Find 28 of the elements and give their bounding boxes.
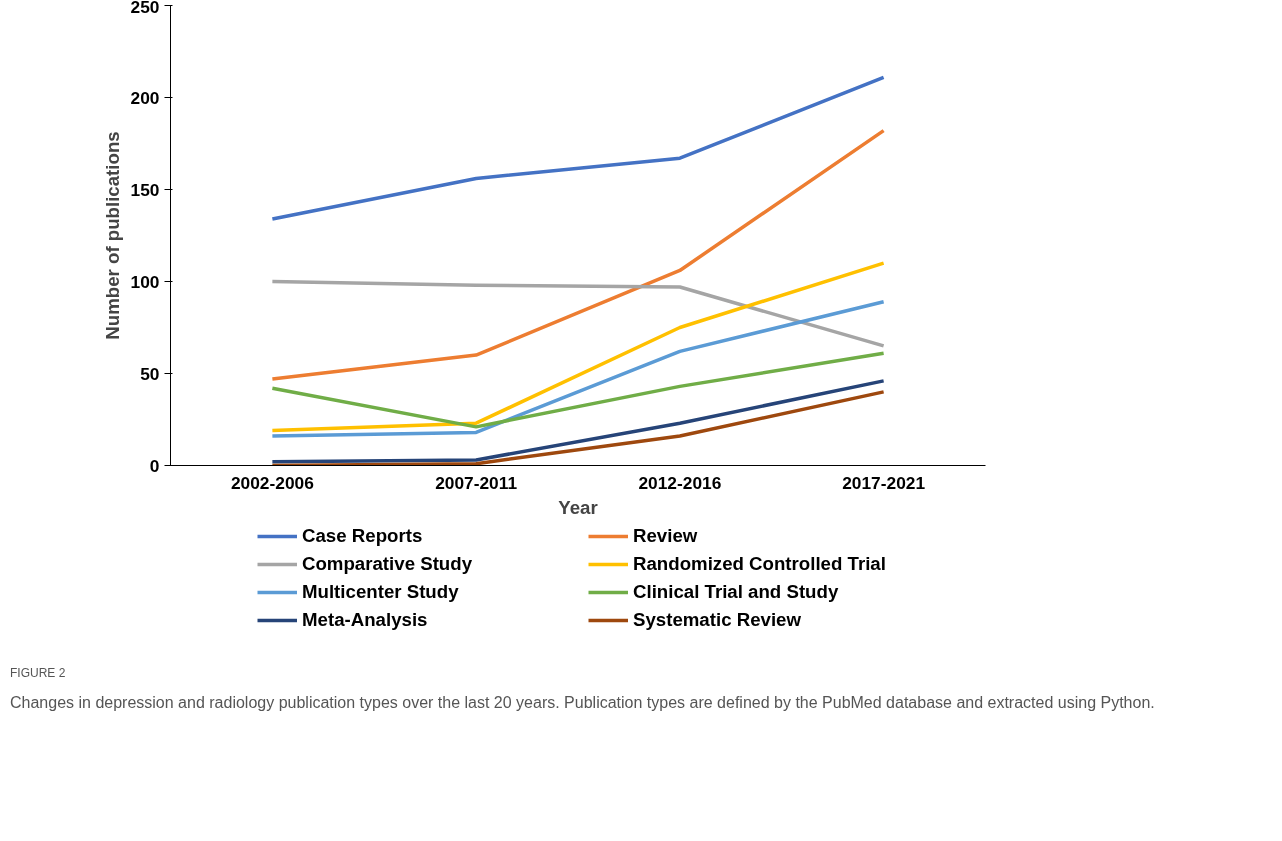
legend-label: Case Reports [302, 525, 424, 547]
y-tick-label: 150 [130, 179, 160, 200]
line-series [270, 279, 886, 348]
text: Changes in depression and radiology publication types over the last 20 years. Publication types are defined by the PubMed database and extracted using Python. [10, 693, 1155, 714]
caption: FIGURE 2 [10, 665, 66, 682]
legend-label: Multicenter Study [302, 581, 460, 603]
legend-label: Meta-Analysis [302, 609, 429, 631]
x-tick-label: 2002-2006 [230, 472, 315, 493]
y-tick-label: 0 [149, 455, 160, 476]
line-series [270, 75, 886, 221]
x-tick-label: 2007-2011 [435, 472, 518, 493]
y-tick-label: 200 [130, 87, 160, 108]
y-axis-title: Number of publications [101, 131, 123, 340]
legend-label: Clinical Trial and Study [633, 581, 840, 603]
line-series [270, 128, 886, 381]
x-axis-title: Year [558, 496, 598, 518]
x-tick-label: 2012-2016 [638, 472, 722, 493]
y-tick-label: 50 [140, 363, 160, 384]
legend-label: Randomized Controlled Trial [633, 553, 887, 575]
legend-label: Review [633, 525, 699, 547]
x-tick-label: 2017-2021 [842, 472, 926, 493]
y-tick-label: 250 [130, 0, 160, 17]
legend-label: Comparative Study [302, 553, 474, 575]
y-tick-label: 100 [130, 271, 160, 292]
line-series [270, 261, 886, 433]
legend-label: Systematic Review [633, 609, 802, 631]
line-series [270, 351, 886, 429]
line-series [270, 299, 886, 438]
